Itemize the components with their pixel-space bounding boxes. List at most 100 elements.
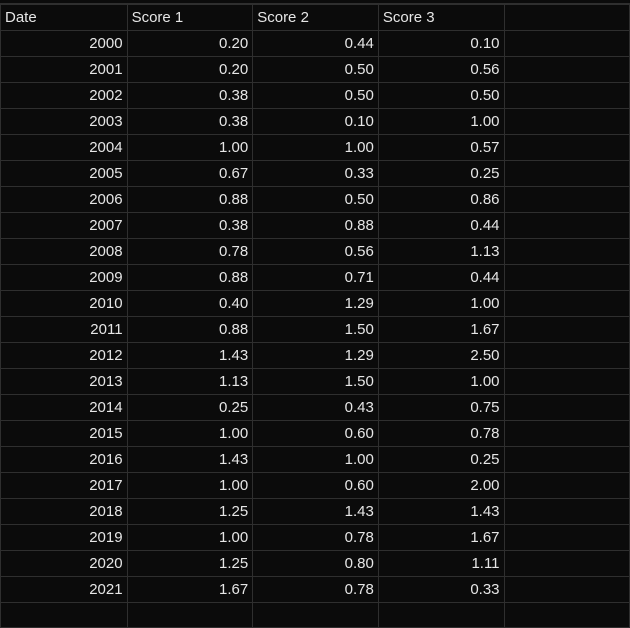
cell-empty[interactable] [503, 498, 630, 525]
cell-score-1[interactable]: 1.00 [126, 134, 254, 161]
cell-score-3[interactable]: 0.75 [377, 394, 505, 421]
cell-date[interactable]: 2013 [0, 368, 128, 395]
cell-date[interactable]: 2021 [0, 576, 128, 603]
cell-score-2[interactable]: 0.50 [252, 56, 379, 83]
cell-score-3[interactable]: 1.00 [377, 290, 505, 317]
cell-score-2[interactable]: 0.50 [252, 186, 379, 213]
cell-empty[interactable] [503, 82, 630, 109]
cell-date[interactable]: 2003 [0, 108, 128, 135]
cell-score-3[interactable]: 1.00 [377, 368, 505, 395]
cell-empty[interactable] [503, 238, 630, 265]
cell-score-1[interactable]: 1.43 [126, 342, 254, 369]
cell-score-2[interactable]: 1.50 [252, 316, 379, 343]
cell-date[interactable]: 2002 [0, 82, 128, 109]
cell-date[interactable]: 2010 [0, 290, 128, 317]
cell-date[interactable]: 2020 [0, 550, 128, 577]
cell-score-3[interactable]: 0.44 [377, 212, 505, 239]
cell-empty[interactable] [503, 316, 630, 343]
cell-score-1[interactable]: 0.38 [126, 108, 254, 135]
cell-score-1[interactable]: 0.38 [126, 82, 254, 109]
cell-score-1[interactable]: 1.00 [126, 420, 254, 447]
cell-score-2[interactable]: 0.78 [252, 524, 379, 551]
cell-date[interactable]: 2001 [0, 56, 128, 83]
cell-score-2[interactable]: 0.88 [252, 212, 379, 239]
cell-date[interactable]: 2015 [0, 420, 128, 447]
cell-empty[interactable] [503, 290, 630, 317]
cell-empty[interactable] [503, 108, 630, 135]
cell-score-2[interactable]: 0.80 [252, 550, 379, 577]
cell-empty[interactable] [503, 576, 630, 603]
cell-score-3[interactable]: 2.50 [377, 342, 505, 369]
cell-score-1[interactable]: 0.20 [126, 56, 254, 83]
cell-score-3[interactable]: 0.10 [377, 30, 505, 57]
cell-score-3[interactable]: 1.67 [377, 524, 505, 551]
cell-score-2[interactable]: 0.78 [252, 576, 379, 603]
cell-score-1[interactable]: 0.25 [126, 394, 254, 421]
cell-score-1[interactable]: 0.67 [126, 160, 254, 187]
cell-date[interactable]: 2016 [0, 446, 128, 473]
cell-date[interactable]: 2000 [0, 30, 128, 57]
cell-score-2[interactable]: 0.44 [252, 30, 379, 57]
header-cell-score-3[interactable]: Score 3 [377, 4, 505, 31]
cell-empty[interactable] [503, 420, 630, 447]
cell-empty[interactable] [503, 446, 630, 473]
cell-score-2[interactable]: 1.00 [252, 134, 379, 161]
cell-date[interactable]: 2009 [0, 264, 128, 291]
cell-date[interactable]: 2007 [0, 212, 128, 239]
cell-score-1[interactable]: 0.88 [126, 264, 254, 291]
cell-score-2[interactable]: 0.71 [252, 264, 379, 291]
cell-date[interactable]: 2019 [0, 524, 128, 551]
header-cell-score-1[interactable]: Score 1 [126, 4, 254, 31]
cell-empty[interactable] [503, 394, 630, 421]
cell-score-2[interactable]: 0.43 [252, 394, 379, 421]
cell-score-1[interactable]: 1.00 [126, 472, 254, 499]
header-cell-empty[interactable] [503, 4, 630, 31]
cell-empty[interactable] [503, 30, 630, 57]
cell-date[interactable]: 2017 [0, 472, 128, 499]
cell-empty[interactable] [503, 524, 630, 551]
cell-score-1[interactable]: 0.78 [126, 238, 254, 265]
cell-date[interactable]: 2005 [0, 160, 128, 187]
cell-score-2[interactable]: 1.00 [252, 446, 379, 473]
cell-score-2[interactable]: 1.50 [252, 368, 379, 395]
cell-empty[interactable] [503, 550, 630, 577]
cell-score-1[interactable]: 1.67 [126, 576, 254, 603]
cell-score-1[interactable]: 0.88 [126, 186, 254, 213]
cell-score-3[interactable]: 0.25 [377, 446, 505, 473]
cell-score-3[interactable]: 1.00 [377, 108, 505, 135]
cell-empty[interactable] [503, 342, 630, 369]
cell-empty[interactable] [503, 368, 630, 395]
cell-score-3[interactable]: 0.44 [377, 264, 505, 291]
cell-score-1[interactable]: 1.13 [126, 368, 254, 395]
cell-score-3[interactable]: 1.11 [377, 550, 505, 577]
cell-score-2[interactable]: 0.10 [252, 108, 379, 135]
cell-score-2[interactable]: 1.29 [252, 342, 379, 369]
cell-date[interactable]: 2014 [0, 394, 128, 421]
cell-empty[interactable] [503, 472, 630, 499]
cell-empty[interactable] [377, 602, 505, 628]
cell-score-2[interactable]: 0.50 [252, 82, 379, 109]
cell-score-3[interactable]: 0.25 [377, 160, 505, 187]
cell-empty[interactable] [503, 212, 630, 239]
cell-empty[interactable] [503, 264, 630, 291]
cell-score-3[interactable]: 0.50 [377, 82, 505, 109]
cell-score-2[interactable]: 0.56 [252, 238, 379, 265]
cell-empty[interactable] [503, 186, 630, 213]
cell-empty[interactable] [0, 602, 128, 628]
cell-empty[interactable] [126, 602, 254, 628]
cell-score-2[interactable]: 0.33 [252, 160, 379, 187]
cell-empty[interactable] [252, 602, 379, 628]
cell-score-3[interactable]: 0.56 [377, 56, 505, 83]
cell-date[interactable]: 2018 [0, 498, 128, 525]
cell-score-3[interactable]: 0.57 [377, 134, 505, 161]
cell-score-3[interactable]: 2.00 [377, 472, 505, 499]
cell-score-2[interactable]: 0.60 [252, 420, 379, 447]
cell-score-1[interactable]: 0.88 [126, 316, 254, 343]
cell-score-3[interactable]: 1.43 [377, 498, 505, 525]
cell-score-1[interactable]: 1.43 [126, 446, 254, 473]
cell-score-1[interactable]: 0.20 [126, 30, 254, 57]
cell-score-3[interactable]: 1.13 [377, 238, 505, 265]
cell-date[interactable]: 2008 [0, 238, 128, 265]
cell-empty[interactable] [503, 602, 630, 628]
header-cell-score-2[interactable]: Score 2 [252, 4, 379, 31]
